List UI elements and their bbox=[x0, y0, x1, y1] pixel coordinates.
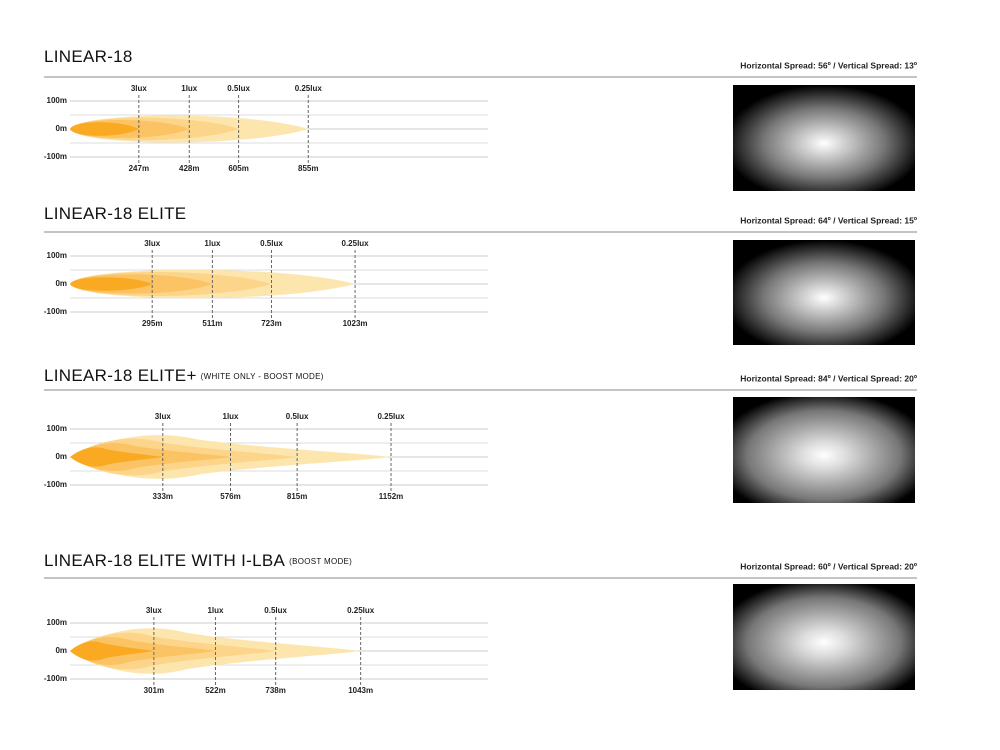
x-tick-label: 1043m bbox=[348, 686, 373, 695]
beam-zone bbox=[70, 447, 163, 467]
lux-label: 1lux bbox=[181, 84, 198, 93]
lux-label: 0.5lux bbox=[264, 606, 287, 615]
lux-label: 0.25lux bbox=[377, 412, 405, 421]
lux-label: 3lux bbox=[144, 239, 161, 248]
lux-label: 0.5lux bbox=[227, 84, 250, 93]
spread: Horizontal Spread: 84º / Vertical Spread… bbox=[740, 373, 917, 383]
subtitle: (WHITE ONLY - BOOST MODE) bbox=[201, 372, 324, 381]
y-tick-label: 0m bbox=[55, 452, 67, 461]
y-tick-label: 100m bbox=[47, 618, 67, 627]
lux-label: 1lux bbox=[207, 606, 224, 615]
y-tick-label: 0m bbox=[55, 279, 67, 288]
subtitle: (BOOST MODE) bbox=[289, 557, 352, 566]
y-tick-label: -100m bbox=[44, 307, 67, 316]
y-tick-label: 0m bbox=[55, 646, 67, 655]
section-title: LINEAR-18 bbox=[44, 47, 133, 66]
beam-photo bbox=[733, 240, 915, 345]
x-tick-label: 1023m bbox=[343, 319, 368, 328]
lux-label: 0.25lux bbox=[295, 84, 323, 93]
x-tick-label: 522m bbox=[205, 686, 225, 695]
x-tick-label: 605m bbox=[228, 164, 248, 173]
y-tick-label: 100m bbox=[47, 424, 67, 433]
x-tick-label: 1152m bbox=[379, 492, 403, 501]
beam-zone bbox=[70, 277, 153, 291]
x-tick-label: 815m bbox=[287, 492, 307, 501]
beam-photo bbox=[733, 584, 915, 690]
title-text: LINEAR-18 ELITE+ bbox=[44, 366, 197, 385]
section-title: LINEAR-18 ELITE bbox=[44, 204, 186, 223]
title-text: LINEAR-18 ELITE WITH I-LBA bbox=[44, 551, 285, 570]
y-tick-label: -100m bbox=[44, 152, 67, 161]
lux-label: 0.5lux bbox=[260, 239, 283, 248]
x-tick-label: 428m bbox=[179, 164, 199, 173]
y-tick-label: 0m bbox=[55, 124, 67, 133]
beam-photo bbox=[733, 85, 915, 191]
section-title: LINEAR-18 ELITE WITH I-LBA (BOOST MODE) bbox=[44, 551, 352, 570]
x-tick-label: 855m bbox=[298, 164, 318, 173]
lux-label: 3lux bbox=[131, 84, 148, 93]
lux-label: 1lux bbox=[204, 239, 221, 248]
lux-label: 3lux bbox=[146, 606, 163, 615]
spread: Horizontal Spread: 64º / Vertical Spread… bbox=[740, 215, 917, 225]
lux-label: 3lux bbox=[155, 412, 172, 421]
y-tick-label: 100m bbox=[47, 251, 67, 260]
y-tick-label: 100m bbox=[47, 96, 67, 105]
x-tick-label: 511m bbox=[202, 319, 222, 328]
x-tick-label: 247m bbox=[129, 164, 149, 173]
y-tick-label: -100m bbox=[44, 480, 67, 489]
x-tick-label: 723m bbox=[261, 319, 281, 328]
spread: Horizontal Spread: 56º / Vertical Spread… bbox=[740, 60, 917, 70]
lux-label: 1lux bbox=[223, 412, 240, 421]
x-tick-label: 576m bbox=[220, 492, 240, 501]
section-title: LINEAR-18 ELITE+ (WHITE ONLY - BOOST MODE… bbox=[44, 366, 324, 385]
spread: Horizontal Spread: 60º / Vertical Spread… bbox=[740, 561, 917, 571]
beam-photo bbox=[733, 397, 915, 503]
x-tick-label: 295m bbox=[142, 319, 162, 328]
beam-zone bbox=[70, 641, 154, 661]
title-text: LINEAR-18 ELITE bbox=[44, 204, 186, 223]
lux-label: 0.5lux bbox=[286, 412, 309, 421]
lux-label: 0.25lux bbox=[342, 239, 370, 248]
lux-label: 0.25lux bbox=[347, 606, 375, 615]
x-tick-label: 333m bbox=[153, 492, 173, 501]
x-tick-label: 738m bbox=[265, 686, 285, 695]
title-text: LINEAR-18 bbox=[44, 47, 133, 66]
beam-zone bbox=[70, 122, 139, 136]
y-tick-label: -100m bbox=[44, 674, 67, 683]
x-tick-label: 301m bbox=[144, 686, 164, 695]
